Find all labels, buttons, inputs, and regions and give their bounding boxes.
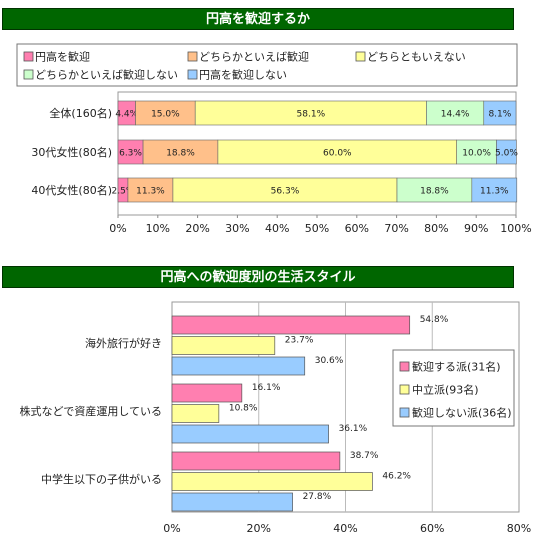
- chart2-data-label-0-1: 23.7%: [285, 336, 314, 346]
- chart2-legend-swatch-2: [399, 407, 410, 418]
- chart2-bar-1-2: [171, 424, 329, 444]
- chart1-legend-label-2: どちらともいえない: [367, 51, 466, 64]
- chart2-bar-2-2: [171, 492, 293, 512]
- chart1-data-label-0-3: 14.4%: [441, 110, 470, 120]
- chart2-grouped-bar: 0% 20% 40% 60% 80% 海外旅行が好き 54.8% 23.7%30.6% 株式など…: [20, 301, 531, 535]
- chart1-data-label-2-1: 11.3%: [136, 187, 165, 197]
- chart1-tick-label-8: 80%: [424, 222, 448, 235]
- chart1-legend-label-0: 円高を歓迎: [35, 50, 90, 64]
- chart1-tick-label-7: 70%: [384, 222, 408, 235]
- chart1-bar-0-3: [426, 100, 485, 126]
- chart1-data-label-2-4: 11.3%: [480, 187, 509, 197]
- chart1-category-label-2: 40代女性(80名): [31, 183, 112, 197]
- chart1-tick-label-9: 90%: [464, 222, 488, 235]
- chart1-tick-label-5: 50%: [305, 222, 329, 235]
- chart1-data-label-1-3: 10.0%: [462, 149, 491, 159]
- chart2-data-label-1-1: 10.8%: [229, 404, 258, 414]
- chart1-data-label-0-0: 4.4%: [115, 110, 138, 120]
- chart1-data-label-2-0: 2.5%: [112, 187, 135, 197]
- chart1-tick-label-3: 30%: [225, 222, 249, 235]
- chart2-tick-label-1: 20%: [247, 522, 271, 535]
- chart1-bar-2-2: [172, 177, 398, 203]
- chart1-bar-2-4: [471, 177, 518, 203]
- chart1-legend-box: [16, 43, 518, 87]
- chart1-data-label-1-1: 18.8%: [166, 149, 195, 159]
- chart2-data-label-2-2: 27.8%: [303, 492, 332, 502]
- chart2-bar-1-0: [171, 383, 243, 403]
- chart2-tick-label-3: 60%: [420, 522, 444, 535]
- chart2-legend-box: [392, 349, 515, 427]
- chart2-bar-0-1: [171, 336, 276, 355]
- chart2-data-label-2-1: 46.2%: [382, 472, 411, 482]
- chart2-legend-label-2: 歓迎しない派(36名): [412, 406, 512, 420]
- chart2-bar-0-2: [171, 356, 306, 376]
- chart2-legend-swatch-0: [399, 361, 410, 372]
- chart2-tick-label-2: 40%: [333, 522, 357, 535]
- chart1-category-label-0: 全体(160名): [49, 106, 112, 120]
- chart1-legend-swatch-4: [187, 69, 198, 80]
- chart2-bar-2-1: [171, 472, 373, 491]
- chart1-bar-1-0: [117, 139, 144, 165]
- chart2-legend-swatch-1: [399, 384, 410, 395]
- chart2-category-label-2: 中学生以下の子供がいる: [41, 472, 162, 486]
- chart1-bar-1-1: [142, 139, 219, 165]
- chart1-data-label-1-2: 60.0%: [323, 149, 352, 159]
- chart1-bar-1-4: [496, 139, 517, 165]
- chart1-legend-swatch-1: [187, 51, 198, 62]
- chart1-legend-label-4: 円高を歓迎しない: [199, 68, 287, 82]
- chart2-data-label-1-2: 36.1%: [339, 424, 368, 434]
- chart1-bar-2-3: [396, 177, 473, 203]
- chart1-data-label-2-3: 18.8%: [420, 187, 449, 197]
- chart2-bar-1-1: [171, 404, 220, 423]
- chart1-data-label-0-2: 58.1%: [297, 110, 326, 120]
- chart2-category-label-1: 株式などで資産運用している: [20, 404, 162, 418]
- chart1-tick-label-10: 100%: [500, 222, 531, 235]
- chart2-bar-0-0: [171, 315, 411, 335]
- chart1-legend-swatch-0: [23, 51, 34, 62]
- chart1-bar-0-4: [483, 100, 517, 126]
- chart2-category-label-0: 海外旅行が好き: [85, 336, 162, 350]
- chart1-category-label-1: 30代女性(80名): [31, 145, 112, 159]
- chart1-title: 円高を歓迎するか: [2, 8, 514, 30]
- chart2-data-label-0-2: 30.6%: [315, 356, 344, 366]
- chart1-bar-1-3: [456, 139, 497, 165]
- chart1-data-label-1-4: 5.0%: [495, 149, 518, 159]
- chart1-tick-label-6: 60%: [345, 222, 369, 235]
- chart2-tick-label-0: 0%: [163, 522, 180, 535]
- chart1-legend-label-3: どちらかといえば歓迎しない: [35, 68, 178, 82]
- chart1-data-label-2-2: 56.3%: [271, 187, 300, 197]
- chart2-legend-label-0: 歓迎する派(31名): [412, 360, 501, 374]
- chart1-legend-swatch-3: [23, 69, 34, 80]
- chart2-title: 円高への歓迎度別の生活スタイル: [2, 266, 514, 288]
- chart1-tick-label-1: 10%: [146, 222, 170, 235]
- chart1-data-label-0-1: 15.0%: [151, 110, 180, 120]
- chart1-data-label-1-0: 6.3%: [119, 149, 142, 159]
- chart1-legend-label-1: どちらかといえば歓迎: [199, 50, 309, 64]
- chart1-legend-swatch-2: [355, 51, 366, 62]
- chart2-data-label-2-0: 38.7%: [350, 451, 379, 461]
- chart2-bar-2-0: [171, 451, 341, 471]
- chart1-data-label-0-4: 8.1%: [488, 110, 511, 120]
- chart1-tick-label-4: 40%: [265, 222, 289, 235]
- chart2-data-label-0-0: 54.8%: [420, 315, 449, 325]
- chart2-tick-label-4: 80%: [507, 522, 531, 535]
- chart1-tick-label-2: 20%: [185, 222, 209, 235]
- chart2-data-label-1-0: 16.1%: [252, 383, 281, 393]
- chart2-legend-label-1: 中立派(93名): [412, 383, 479, 397]
- chart1-tick-label-0: 0%: [109, 222, 126, 235]
